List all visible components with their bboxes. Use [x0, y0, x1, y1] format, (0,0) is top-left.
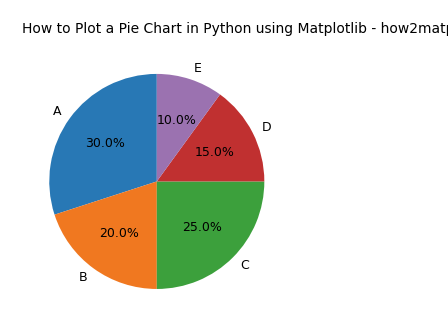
Text: 30.0%: 30.0% — [85, 137, 125, 150]
Wedge shape — [55, 181, 157, 289]
Text: C: C — [241, 259, 249, 271]
Text: 10.0%: 10.0% — [157, 114, 197, 127]
Text: B: B — [79, 270, 87, 284]
Text: 15.0%: 15.0% — [194, 145, 234, 159]
Text: E: E — [194, 62, 201, 76]
Text: 25.0%: 25.0% — [182, 220, 222, 234]
Text: How to Plot a Pie Chart in Python using Matplotlib - how2matplotlib.com: How to Plot a Pie Chart in Python using … — [22, 22, 448, 36]
Wedge shape — [157, 94, 264, 181]
Wedge shape — [157, 181, 264, 289]
Wedge shape — [157, 74, 220, 181]
Text: 20.0%: 20.0% — [99, 227, 139, 240]
Wedge shape — [49, 74, 157, 215]
Text: A: A — [52, 106, 61, 118]
Text: D: D — [262, 121, 272, 134]
